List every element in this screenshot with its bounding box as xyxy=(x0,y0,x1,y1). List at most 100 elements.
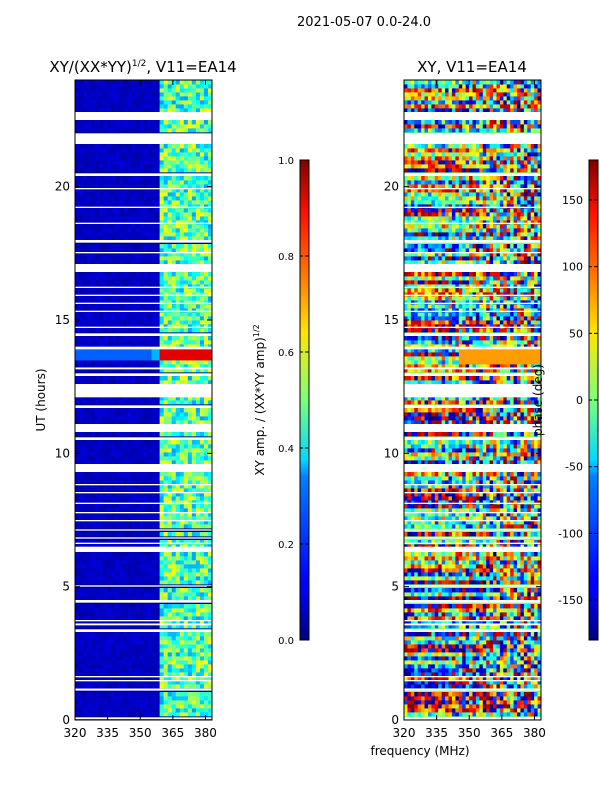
heatmap-cell xyxy=(191,120,197,125)
heatmap-cell xyxy=(183,184,189,189)
heatmap-cell xyxy=(111,556,116,561)
heatmap-cell xyxy=(139,100,144,105)
heatmap-cell xyxy=(127,188,132,193)
heatmap-cell xyxy=(171,280,177,285)
heatmap-cell xyxy=(167,148,173,153)
heatmap-cell xyxy=(151,152,156,157)
heatmap-cell xyxy=(530,712,535,717)
heatmap-cell xyxy=(159,220,165,225)
heatmap-cell xyxy=(517,712,521,717)
heatmap-cell xyxy=(139,200,144,205)
heatmap-cell xyxy=(187,648,193,653)
heatmap-cell xyxy=(139,704,144,709)
heatmap-cell xyxy=(123,564,128,569)
heatmap-cell xyxy=(91,476,96,481)
heatmap-cell xyxy=(111,672,116,677)
heatmap-cell xyxy=(151,636,156,641)
heatmap-cell xyxy=(207,560,213,565)
heatmap-cell xyxy=(127,660,132,665)
heatmap-cell xyxy=(183,144,189,149)
heatmap-cell xyxy=(183,524,189,529)
heatmap-cell xyxy=(187,400,193,405)
heatmap-cell xyxy=(95,560,100,565)
heatmap-cell xyxy=(127,260,132,265)
heatmap-cell xyxy=(131,452,136,457)
heatmap-cell xyxy=(87,640,92,645)
heatmap-cell xyxy=(127,320,132,325)
heatmap-cell xyxy=(155,212,161,217)
heatmap-cell xyxy=(83,540,88,545)
heatmap-cell xyxy=(183,712,189,717)
heatmap-cell xyxy=(179,704,185,709)
heatmap-cell xyxy=(163,504,169,509)
heatmap-cell xyxy=(107,580,112,585)
heatmap-cell xyxy=(503,704,508,709)
heatmap-cell xyxy=(163,280,169,285)
heatmap-cell xyxy=(127,160,132,165)
heatmap-cell xyxy=(199,668,205,673)
heatmap-cell xyxy=(95,252,100,257)
heatmap-cell xyxy=(143,676,148,681)
heatmap-cell xyxy=(191,396,197,401)
heatmap-cell xyxy=(191,164,197,169)
heatmap-cell xyxy=(489,684,494,689)
heatmap-cell xyxy=(131,432,136,437)
heatmap-cell xyxy=(195,296,201,301)
heatmap-cell xyxy=(203,572,209,577)
heatmap-cell xyxy=(207,668,213,673)
heatmap-cell xyxy=(159,160,165,165)
heatmap-cell xyxy=(489,708,494,713)
heatmap-cell xyxy=(171,696,177,701)
heatmap-cell xyxy=(91,324,96,329)
heatmap-cell xyxy=(79,244,84,249)
heatmap-cell xyxy=(83,644,88,649)
heatmap-cell xyxy=(83,304,88,309)
heatmap-cell xyxy=(147,444,152,449)
heatmap-cell xyxy=(131,492,136,497)
heatmap-cell xyxy=(131,524,136,529)
heatmap-cell xyxy=(199,488,205,493)
heatmap-cell xyxy=(91,320,96,325)
heatmap-cell xyxy=(83,284,88,289)
heatmap-cell xyxy=(179,676,185,681)
heatmap-cell xyxy=(99,272,104,277)
heatmap-cell xyxy=(107,460,112,465)
heatmap-cell xyxy=(445,712,449,717)
heatmap-cell xyxy=(151,580,156,585)
heatmap-cell xyxy=(404,704,408,709)
heatmap-cell xyxy=(79,500,84,505)
heatmap-cell xyxy=(131,696,136,701)
heatmap-cell xyxy=(191,168,197,173)
heatmap-cell xyxy=(179,320,185,325)
heatmap-cell xyxy=(199,568,205,573)
heatmap-cell xyxy=(131,316,136,321)
heatmap-cell xyxy=(203,296,209,301)
heatmap-cell xyxy=(123,440,128,445)
heatmap-cell xyxy=(83,672,88,677)
heatmap-cell xyxy=(99,164,104,169)
heatmap-cell xyxy=(99,708,104,713)
heatmap-cell xyxy=(83,452,88,457)
heatmap-cell xyxy=(135,304,140,309)
heatmap-cell xyxy=(139,496,144,501)
heatmap-cell xyxy=(175,236,181,241)
flagged-gap xyxy=(75,264,212,272)
heatmap-cell xyxy=(111,588,116,593)
heatmap-cell xyxy=(139,148,144,153)
heatmap-cell xyxy=(199,532,205,537)
heatmap-cell xyxy=(163,484,169,489)
heatmap-cell xyxy=(171,636,177,641)
heatmap-cell xyxy=(111,620,116,625)
heatmap-cell xyxy=(434,680,439,685)
heatmap-cell xyxy=(103,104,108,109)
heatmap-cell xyxy=(111,636,116,641)
heatmap-cell xyxy=(79,336,84,341)
left-ytick-label: 5 xyxy=(62,580,70,594)
heatmap-cell xyxy=(167,452,173,457)
heatmap-cell xyxy=(537,680,542,685)
heatmap-cell xyxy=(155,604,161,609)
heatmap-cell xyxy=(111,648,116,653)
heatmap-cell xyxy=(199,184,205,189)
heatmap-cell xyxy=(127,596,132,601)
heatmap-cell xyxy=(103,696,108,701)
